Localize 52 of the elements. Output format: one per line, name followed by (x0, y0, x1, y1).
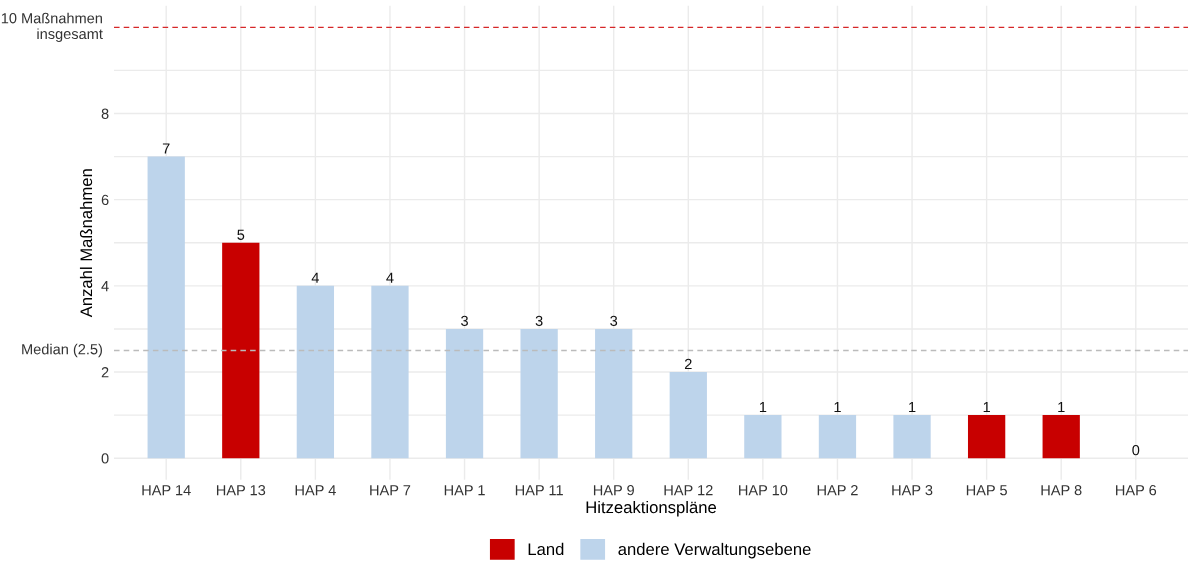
bar (967, 415, 1006, 459)
y-tick-label: 4 (101, 281, 109, 292)
y-tick-label: 2 (101, 367, 109, 378)
bar (296, 285, 335, 459)
data-label: 2 (684, 358, 692, 369)
data-label: 4 (311, 272, 319, 283)
ref-line-label: 10 Maßnahmen insgesamt (1, 12, 103, 42)
ref-line-label: Median (2.5) (22, 343, 102, 358)
bar (445, 328, 484, 459)
x-tick-label: HAP 8 (1041, 484, 1082, 496)
bar (222, 242, 260, 459)
x-tick-label: HAP 3 (892, 484, 933, 496)
y-tick-label: 8 (101, 108, 109, 119)
x-tick-label: HAP 2 (817, 484, 858, 496)
data-label: 1 (909, 402, 916, 413)
x-tick-label: HAP 6 (1116, 484, 1157, 496)
bar (520, 328, 558, 459)
data-label: 1 (983, 402, 990, 413)
legend-label: andere Verwaltungsebene (618, 542, 811, 559)
x-tick-label: HAP 13 (216, 484, 266, 496)
bar (371, 285, 409, 459)
data-label: 3 (535, 315, 543, 327)
data-label: 5 (237, 229, 245, 240)
data-label: 1 (759, 402, 767, 413)
bar (595, 328, 633, 459)
x-tick-label: HAP 12 (664, 484, 713, 496)
x-axis-title: Hitzeaktionspläne (586, 500, 717, 517)
data-label: 1 (1058, 402, 1065, 413)
data-label: 3 (461, 315, 468, 327)
data-label: 4 (386, 272, 394, 283)
x-tick-label: HAP 5 (966, 485, 1007, 496)
bar (669, 372, 707, 459)
legend-label: Land (528, 542, 564, 556)
data-label: 7 (162, 143, 170, 154)
bar (1042, 415, 1080, 459)
data-label: 3 (610, 315, 618, 327)
x-tick-label: HAP 14 (142, 485, 191, 496)
y-axis-title: Anzahl Maßnahmen (79, 169, 93, 318)
x-tick-label: HAP 1 (444, 485, 485, 496)
y-tick-label: 6 (101, 194, 109, 206)
bar (893, 415, 931, 459)
data-label: 1 (834, 402, 841, 413)
bar (818, 415, 857, 459)
x-tick-label: HAP 9 (593, 484, 634, 496)
bar (147, 156, 185, 459)
y-tick-label: 0 (101, 453, 109, 464)
bar (744, 415, 782, 459)
x-tick-label: HAP 10 (739, 484, 788, 496)
x-tick-label: HAP 4 (295, 485, 336, 496)
data-label: 0 (1132, 444, 1140, 456)
x-tick-label: HAP 7 (370, 485, 411, 496)
x-tick-label: HAP 11 (515, 485, 563, 496)
